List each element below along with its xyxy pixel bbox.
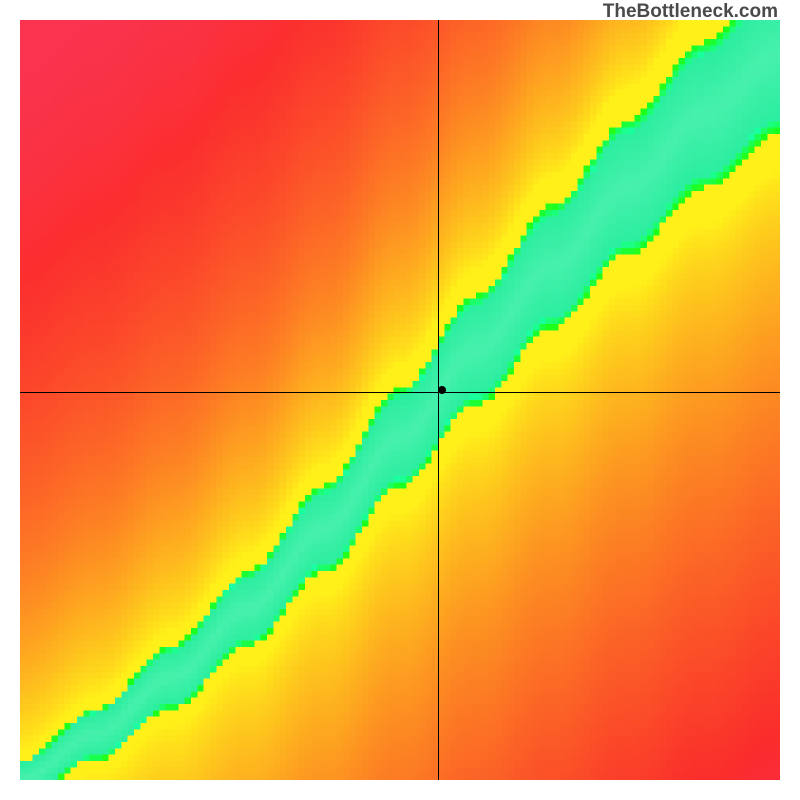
crosshair-vertical (438, 20, 439, 780)
crosshair-horizontal (20, 392, 780, 393)
bottleneck-heatmap (20, 20, 780, 780)
watermark-text: TheBottleneck.com (603, 1, 778, 23)
marker-dot (438, 386, 446, 394)
chart-container: { "watermark": "TheBottleneck.com", "cha… (0, 0, 800, 800)
